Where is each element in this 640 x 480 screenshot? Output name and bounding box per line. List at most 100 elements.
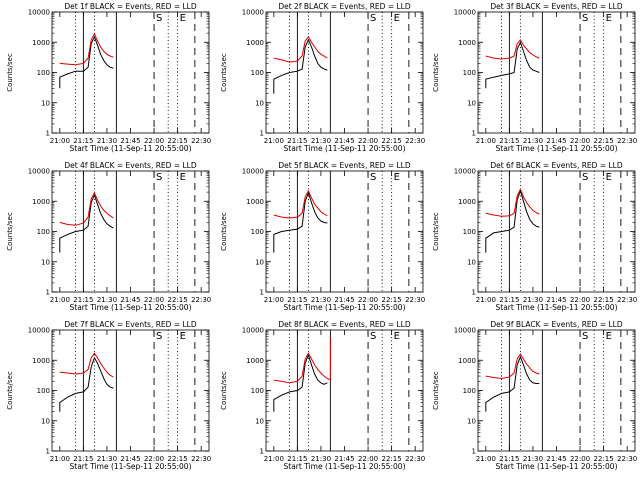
x-tick-label: 22:30 bbox=[191, 296, 211, 304]
x-tick-label: 21:15 bbox=[499, 296, 519, 304]
chart-title: Det 2f BLACK = Events, RED = LLD bbox=[278, 2, 411, 11]
x-tick-label: 21:45 bbox=[334, 296, 354, 304]
y-tick-label: 100 bbox=[463, 228, 476, 236]
marker-e: E bbox=[606, 13, 612, 24]
x-tick-label: 22:15 bbox=[594, 455, 614, 463]
series-events bbox=[485, 355, 540, 412]
x-tick-label: 22:00 bbox=[570, 455, 590, 463]
y-axis-label: Counts/sec bbox=[6, 212, 14, 251]
series-events bbox=[59, 356, 114, 412]
x-axis-label: Start Time (11-Sep-11 20:55:00) bbox=[496, 303, 618, 312]
x-tick-label: 22:00 bbox=[570, 137, 590, 145]
series-lld bbox=[485, 187, 540, 217]
series-events bbox=[485, 40, 540, 89]
y-tick-label: 1 bbox=[260, 130, 264, 138]
y-tick-label: 1 bbox=[472, 448, 476, 456]
x-tick-label: 22:00 bbox=[358, 137, 378, 145]
x-axis-label: Start Time (11-Sep-11 20:55:00) bbox=[496, 144, 618, 153]
y-axis-label: Counts/sec bbox=[432, 371, 440, 410]
y-axis-label: Counts/sec bbox=[432, 53, 440, 92]
y-tick-label: 10 bbox=[467, 417, 476, 425]
x-tick-label: 22:30 bbox=[617, 137, 637, 145]
marker-e: E bbox=[180, 172, 186, 183]
x-tick-label: 22:30 bbox=[405, 296, 425, 304]
chart-title: Det 8f BLACK = Events, RED = LLD bbox=[278, 320, 411, 329]
y-tick-label: 100 bbox=[37, 69, 50, 77]
x-tick-label: 22:00 bbox=[144, 455, 164, 463]
marker-s: S bbox=[156, 331, 162, 342]
chart-panel: Det 3f BLACK = Events, RED = LLD 1 10 100 10… bbox=[432, 2, 637, 153]
y-tick-label: 10000 bbox=[454, 168, 476, 176]
x-axis-label: Start Time (11-Sep-11 20:55:00) bbox=[284, 303, 406, 312]
y-tick-label: 10 bbox=[255, 417, 264, 425]
y-axis-label: Counts/sec bbox=[432, 212, 440, 251]
series-lld bbox=[273, 36, 328, 63]
x-tick-label: 21:30 bbox=[97, 137, 117, 145]
series-events bbox=[59, 35, 114, 89]
chart-panel: Det 7f BLACK = Events, RED = LLD 1 10 100 10… bbox=[6, 320, 211, 471]
chart-title: Det 7f BLACK = Events, RED = LLD bbox=[64, 320, 197, 329]
y-tick-label: 1000 bbox=[246, 357, 264, 365]
x-tick-label: 21:00 bbox=[50, 296, 70, 304]
x-tick-label: 21:45 bbox=[334, 137, 354, 145]
chart-panel: Det 6f BLACK = Events, RED = LLD 1 10 100 10… bbox=[432, 161, 637, 312]
chart-panel: Det 8f BLACK = Events, RED = LLD 1 10 100 10… bbox=[220, 320, 425, 471]
x-tick-label: 21:45 bbox=[334, 455, 354, 463]
y-tick-label: 10 bbox=[255, 258, 264, 266]
y-tick-label: 1000 bbox=[32, 357, 50, 365]
y-tick-label: 100 bbox=[251, 387, 264, 395]
series-events bbox=[59, 193, 114, 253]
y-tick-label: 1 bbox=[260, 448, 264, 456]
x-tick-label: 21:00 bbox=[264, 137, 284, 145]
x-axis-label: Start Time (11-Sep-11 20:55:00) bbox=[70, 303, 192, 312]
y-axis-label: Counts/sec bbox=[220, 212, 228, 251]
x-tick-label: 22:30 bbox=[617, 296, 637, 304]
marker-e: E bbox=[394, 331, 400, 342]
marker-e: E bbox=[394, 13, 400, 24]
y-tick-label: 1000 bbox=[458, 357, 476, 365]
x-tick-label: 22:15 bbox=[382, 296, 402, 304]
y-tick-label: 1 bbox=[46, 130, 50, 138]
x-tick-label: 21:15 bbox=[73, 455, 93, 463]
x-tick-label: 21:30 bbox=[523, 137, 543, 145]
marker-s: S bbox=[370, 172, 376, 183]
y-tick-label: 10000 bbox=[454, 9, 476, 17]
marker-e: E bbox=[180, 13, 186, 24]
chart-panel: Det 9f BLACK = Events, RED = LLD 1 10 100 10… bbox=[432, 320, 637, 471]
y-tick-label: 1 bbox=[260, 289, 264, 297]
y-tick-label: 10000 bbox=[242, 168, 264, 176]
x-tick-label: 21:15 bbox=[499, 137, 519, 145]
x-tick-label: 21:30 bbox=[311, 455, 331, 463]
series-events bbox=[273, 353, 328, 412]
y-tick-label: 1 bbox=[472, 289, 476, 297]
x-tick-label: 22:15 bbox=[382, 455, 402, 463]
x-tick-label: 22:00 bbox=[570, 296, 590, 304]
x-tick-label: 22:15 bbox=[594, 137, 614, 145]
y-axis-label: Counts/sec bbox=[6, 371, 14, 410]
series-events bbox=[273, 38, 328, 94]
y-tick-label: 1000 bbox=[458, 39, 476, 47]
series-lld bbox=[485, 39, 540, 60]
x-tick-label: 21:15 bbox=[73, 296, 93, 304]
x-tick-label: 21:30 bbox=[97, 296, 117, 304]
x-tick-label: 22:00 bbox=[358, 296, 378, 304]
y-tick-label: 1000 bbox=[246, 198, 264, 206]
x-tick-label: 21:45 bbox=[120, 137, 140, 145]
x-tick-label: 22:30 bbox=[405, 455, 425, 463]
y-tick-label: 100 bbox=[251, 69, 264, 77]
x-tick-label: 22:00 bbox=[144, 137, 164, 145]
y-tick-label: 10000 bbox=[242, 9, 264, 17]
x-tick-label: 22:15 bbox=[168, 137, 188, 145]
marker-s: S bbox=[156, 172, 162, 183]
x-tick-label: 21:45 bbox=[120, 455, 140, 463]
y-tick-label: 10 bbox=[467, 99, 476, 107]
x-axis-label: Start Time (11-Sep-11 20:55:00) bbox=[284, 462, 406, 471]
series-events bbox=[273, 191, 328, 253]
x-tick-label: 21:15 bbox=[499, 455, 519, 463]
y-axis-label: Counts/sec bbox=[6, 53, 14, 92]
chart-title: Det 5f BLACK = Events, RED = LLD bbox=[278, 161, 411, 170]
x-tick-label: 22:30 bbox=[405, 137, 425, 145]
y-tick-label: 10 bbox=[467, 258, 476, 266]
marker-e: E bbox=[606, 172, 612, 183]
